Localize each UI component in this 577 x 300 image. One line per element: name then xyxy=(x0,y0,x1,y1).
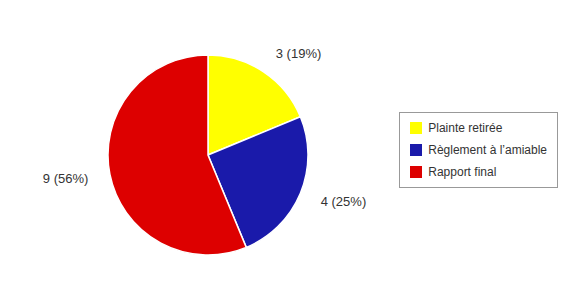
svg-text:9 (56%): 9 (56%) xyxy=(43,171,89,186)
html-text:Plainte retirée: Plainte retirée xyxy=(428,121,503,135)
html-text:Règlement à l’amiable: Règlement à l’amiable xyxy=(428,143,547,157)
svg-text:4 (25%): 4 (25%) xyxy=(321,194,367,209)
svg-text:3 (19%): 3 (19%) xyxy=(276,46,322,61)
html-text:Rapport final: Rapport final xyxy=(428,165,497,179)
